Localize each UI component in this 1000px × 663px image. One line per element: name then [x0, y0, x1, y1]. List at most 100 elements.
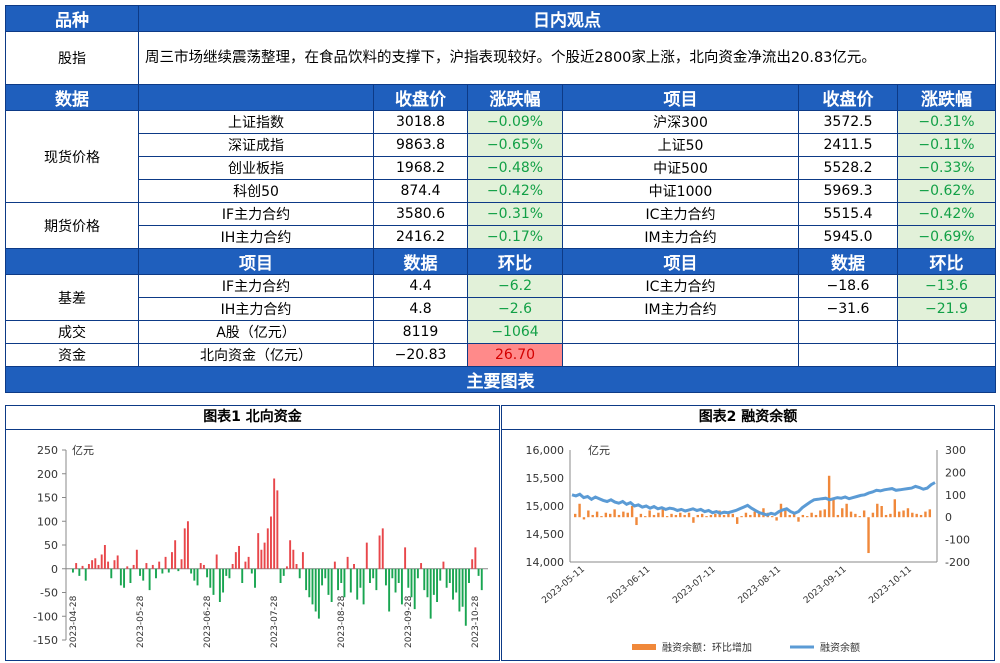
bar	[321, 568, 324, 586]
x-tick-label: 2023-06-28	[203, 595, 213, 648]
basis-header-hb: 环比	[467, 248, 563, 275]
basis-header-hb2: 环比	[897, 248, 996, 275]
bar	[107, 561, 110, 569]
basis-name: IH主力合约	[138, 297, 374, 321]
northbound-funds-chart: -150 -100 -50 0 50 100 150 200 250 亿元 2023-04-28 20…	[33, 444, 488, 648]
bar	[388, 568, 391, 612]
funds-label: 资金	[5, 343, 139, 367]
bar	[337, 568, 340, 591]
bar	[696, 514, 699, 518]
bar	[600, 516, 603, 518]
volume-label: 成交	[5, 320, 139, 344]
x-tick-label: 2023-09-11	[802, 565, 849, 606]
index-close: 3018.8	[373, 110, 468, 134]
bar	[474, 547, 477, 569]
basis-value: 4.4	[373, 274, 468, 298]
bar	[477, 568, 480, 576]
bar	[289, 540, 292, 569]
bar	[897, 511, 901, 518]
bar	[426, 568, 429, 598]
bar	[346, 556, 349, 569]
bar	[394, 568, 397, 593]
index-change: −0.42%	[467, 179, 563, 203]
bar	[356, 568, 359, 600]
y-tick-label: 50	[44, 539, 58, 552]
contract-close: 2416.2	[373, 225, 468, 249]
x-tick-label: 2023-04-28	[69, 595, 79, 648]
bar	[161, 568, 164, 574]
bar	[116, 555, 119, 569]
bar	[196, 568, 199, 586]
bar	[591, 514, 594, 518]
bar	[420, 563, 423, 569]
bar	[836, 514, 840, 518]
index-name: 中证500	[562, 156, 799, 180]
bar	[448, 568, 451, 583]
basis-header-data2: 数据	[798, 248, 898, 275]
bar	[78, 568, 81, 576]
bar	[177, 568, 180, 572]
bar	[862, 510, 866, 518]
basis-hb: −13.6	[897, 274, 996, 298]
index-close: 1968.2	[373, 156, 468, 180]
bar	[193, 568, 196, 581]
bar	[714, 513, 717, 518]
data-header-blank	[138, 84, 374, 111]
view-row: 股指 周三市场继续震荡整理，在食品饮料的支撑下，沪指表现较好。个股近2800家上…	[5, 31, 996, 85]
bar	[727, 512, 730, 518]
y-axis-unit: 亿元	[72, 444, 94, 457]
bar	[400, 568, 403, 605]
bar	[123, 568, 126, 588]
legend-bar-swatch	[632, 644, 656, 650]
funds-name: 北向资金（亿元）	[138, 343, 374, 367]
bar	[915, 513, 918, 518]
bar	[841, 508, 844, 518]
basis-hb: −21.9	[897, 297, 996, 321]
basis-header-row: 项目 数据 环比 项目 数据 环比	[5, 248, 996, 275]
view-text: 周三市场继续震荡整理，在食品饮料的支撑下，沪指表现较好。个股近2800家上涨，北…	[138, 31, 996, 85]
bar	[902, 510, 905, 518]
y-tick-label: 150	[37, 492, 58, 505]
basis-row: 基差 IF主力合约 4.4 −6.2 IC主力合约 −18.6 −13.6	[5, 274, 996, 321]
bar	[407, 568, 410, 588]
bar	[384, 568, 387, 586]
bar	[244, 561, 247, 569]
market-table: 品种 日内观点 股指 周三市场继续震荡整理，在食品饮料的支撑下，沪指表现较好。个…	[5, 5, 996, 393]
funds-hb: 26.70	[467, 343, 563, 367]
left-tick-label: 16,000	[526, 444, 565, 457]
bar	[587, 510, 590, 518]
bar	[452, 568, 454, 600]
bar	[574, 513, 577, 518]
bar	[880, 506, 883, 518]
y-tick-label: -50	[40, 587, 58, 600]
bar	[635, 517, 638, 526]
bar	[749, 514, 752, 518]
bar	[722, 514, 726, 518]
bar	[709, 514, 713, 518]
bar	[919, 514, 923, 518]
funds-value: −20.83	[373, 343, 468, 367]
bar	[87, 564, 90, 569]
bar	[792, 513, 796, 518]
index-close: 874.4	[373, 179, 468, 203]
bar	[609, 513, 612, 518]
bar	[362, 568, 365, 605]
data-header-item: 项目	[562, 84, 799, 111]
right-tick-label: -200	[945, 556, 970, 569]
empty-cell	[798, 343, 898, 367]
charts-header-row: 主要图表	[5, 366, 996, 393]
bar	[679, 512, 682, 518]
y-tick-label: 250	[37, 444, 58, 457]
bar	[391, 568, 394, 579]
x-tick-label: 2023-06-11	[606, 565, 653, 606]
bar	[911, 512, 914, 518]
y-tick-label: 100	[37, 515, 58, 528]
contract-name: IC主力合约	[562, 202, 799, 226]
bar	[295, 564, 298, 569]
contract-close: 5945.0	[798, 225, 898, 249]
bar	[139, 568, 141, 576]
data-header-change2: 涨跌幅	[897, 84, 996, 111]
x-tick-label: 2023-08-28	[337, 595, 347, 648]
bar	[683, 514, 686, 518]
right-tick-label: 0	[945, 511, 952, 524]
